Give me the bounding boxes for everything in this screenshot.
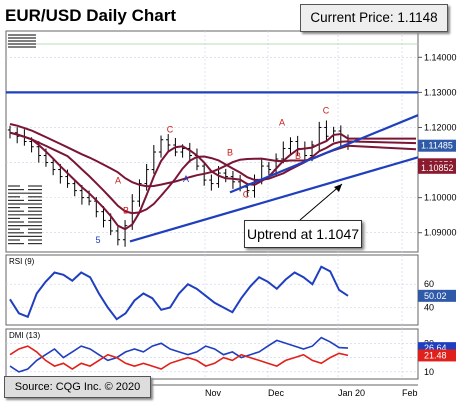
wave-label: A: [183, 174, 189, 184]
rsi-tick-label: 60: [424, 279, 434, 289]
uptrend-line-lower: [129, 156, 419, 243]
dmi-value-tag: [418, 349, 456, 362]
rsi-line: [9, 265, 349, 321]
uptrend-line-upper: [229, 114, 419, 194]
date-tick-label: Feb: [402, 388, 418, 398]
dmi-value-label: 26.64: [424, 343, 447, 353]
current-price-box: Current Price: 1.1148: [300, 4, 448, 32]
chart-title: EUR/USD Daily Chart: [5, 6, 176, 25]
price-tag: [418, 139, 456, 152]
dmi-tick-label: 10: [424, 367, 434, 377]
uptrend-arrow-head: [334, 184, 342, 192]
price-tick-label: 1.12000: [424, 122, 457, 132]
price-tick-label: 1.13000: [424, 87, 457, 97]
dmi-minus-line: [9, 345, 349, 370]
ma-long-line: [9, 123, 417, 188]
price-tag: [418, 161, 456, 174]
date-tick-label: Dec: [268, 388, 285, 398]
price-tag-label: 1.11485: [421, 141, 453, 151]
date-tick-label: Nov: [205, 388, 222, 398]
wave-label: C: [243, 190, 250, 200]
rsi-value-label: 50.02: [424, 291, 447, 301]
wave-label: C: [167, 125, 174, 135]
source-credit-box: Source: CQG Inc. © 2020: [4, 376, 151, 398]
rsi-tick-label: 40: [424, 303, 434, 313]
price-tick-label: 1.14000: [424, 52, 457, 62]
wave-label: 5: [95, 235, 100, 245]
date-tick-label: Jan 20: [338, 388, 365, 398]
price-tick-label: 1.10000: [424, 193, 457, 203]
wave-label: C: [323, 105, 330, 115]
wave-label: B: [295, 151, 301, 161]
dmi-value-label: 21.48: [424, 350, 447, 360]
rsi-value-tag: [418, 289, 456, 302]
price-tick-label: 1.09000: [424, 228, 457, 238]
dmi-plus-line: [9, 336, 349, 373]
wave-label: A: [279, 118, 285, 128]
uptrend-label-box: Uptrend at 1.1047: [244, 220, 362, 248]
wave-label: B: [227, 148, 233, 158]
ma-short-line: [9, 131, 416, 231]
wave-label: B: [123, 205, 129, 215]
rsi-panel-title: RSI (9): [9, 257, 35, 266]
rsi-panel-frame: [5, 254, 419, 326]
wave-label: A: [115, 176, 121, 186]
price-tag-label: 1.10852: [421, 163, 454, 173]
dmi-panel-title: DMI (13): [9, 331, 40, 340]
uptrend-arrow-shaft: [299, 183, 343, 221]
